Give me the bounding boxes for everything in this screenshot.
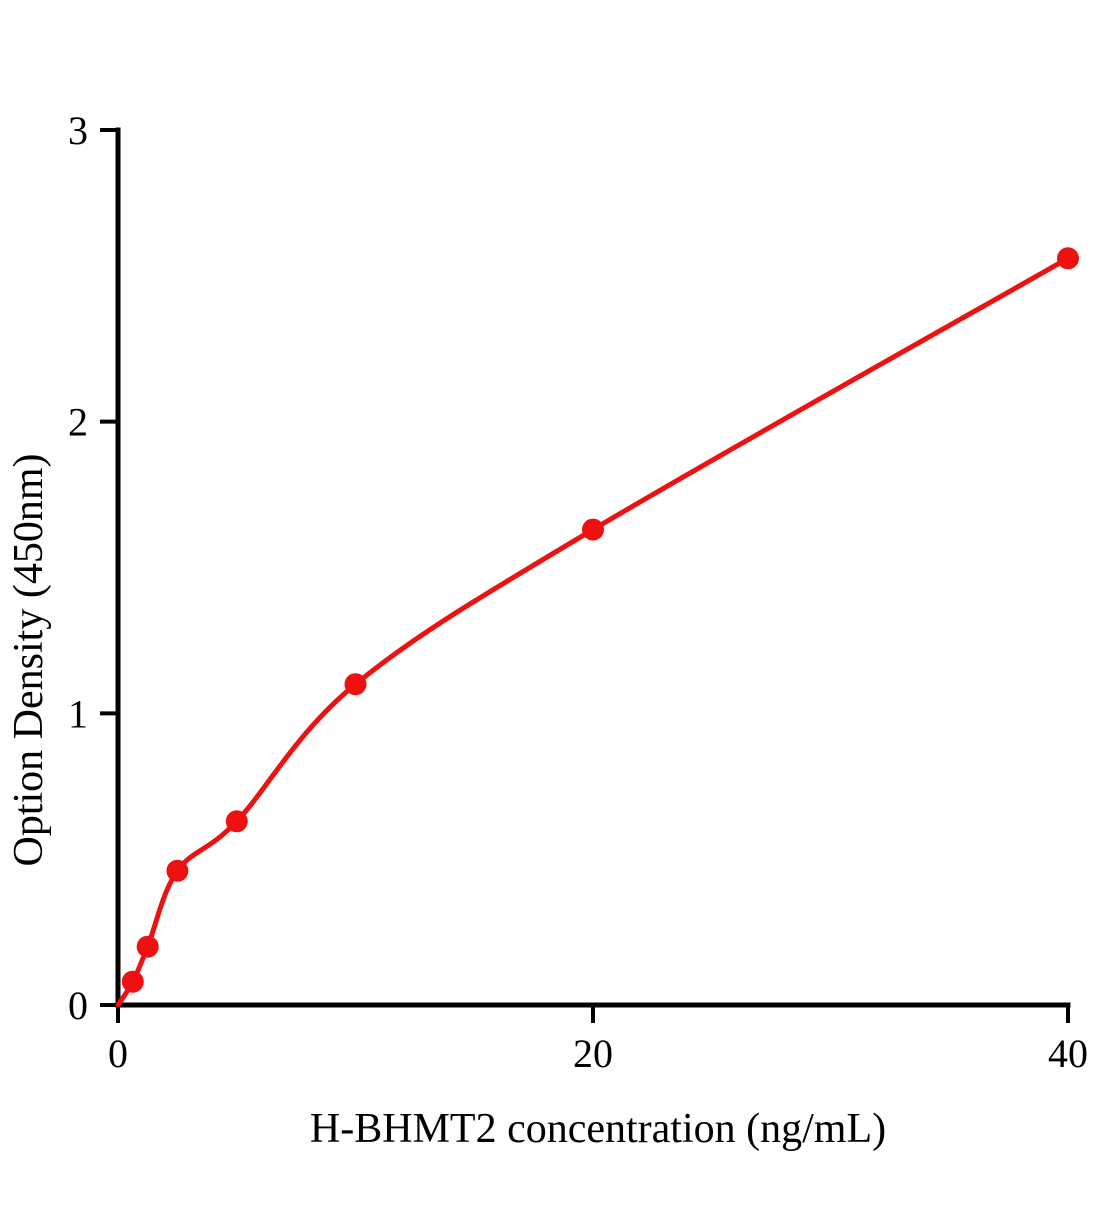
y-tick-label: 2: [68, 400, 88, 445]
data-point: [166, 859, 189, 882]
data-point: [344, 673, 367, 696]
data-point: [121, 970, 144, 993]
x-tick-label: 20: [573, 1031, 613, 1076]
data-points-layer: [121, 247, 1079, 993]
data-point: [582, 518, 604, 541]
x-axis-title: H-BHMT2 concentration (ng/mL): [310, 1106, 886, 1152]
fit-curve: [115, 255, 1071, 1008]
data-point: [225, 810, 248, 833]
data-point: [1057, 247, 1079, 270]
x-tick-label: 0: [108, 1031, 128, 1076]
axis-ticks: [100, 128, 1070, 1023]
axis-spines: [115, 127, 1071, 1008]
x-tick-label: 40: [1048, 1031, 1088, 1076]
y-tick-label: 3: [68, 108, 88, 153]
data-point: [136, 935, 159, 958]
axes: [115, 127, 1071, 1008]
y-axis-title: Option Density (450nm): [6, 454, 52, 867]
y-tick-label: 0: [68, 983, 88, 1028]
y-tick-label: 1: [68, 691, 88, 736]
fit-curve-layer: [115, 255, 1071, 1008]
axis-tick-labels: 0 20 40 0 1 2 3: [68, 108, 1088, 1076]
